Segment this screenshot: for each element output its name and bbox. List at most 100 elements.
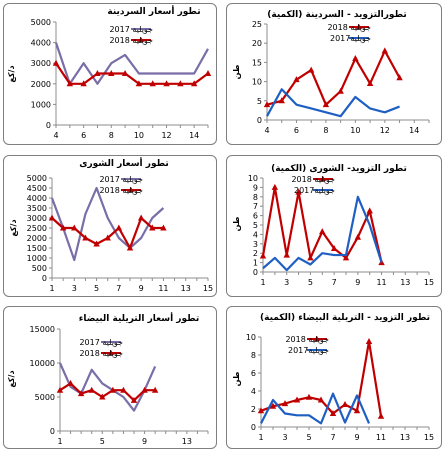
chart-panel-sardine-price: تطور أسعار السردينة د/كغ 0 1000 2000 3000 4000… [3, 3, 217, 145]
data-point-triangle [396, 74, 403, 81]
y-tick-label: 0 [42, 274, 47, 283]
series-line [260, 392, 371, 425]
x-tick-label: 6 [81, 131, 86, 140]
chart-trilia-price: تطور أسعار التريلية البيضاء د/كغ 0 5000 1000… [7, 312, 209, 446]
x-tick-label: 3 [72, 284, 77, 293]
y-tick-label: 10 [246, 333, 256, 342]
y-tick-label: 5 [253, 221, 258, 230]
data-point-triangle [317, 396, 325, 403]
data-point-triangle [93, 240, 100, 247]
chart-panel-shoura-supply: تطور التزويد- الشورى (الكمية) طن 0 1 2 3 4 5 6 7 8… [226, 155, 442, 297]
data-point-triangle [293, 396, 301, 403]
legend-label: جويلية2017 [330, 34, 371, 43]
data-point-triangle [342, 254, 350, 261]
y-tick-label: 8 [251, 351, 256, 360]
legend-label: جويلية 2018 [99, 186, 143, 195]
x-tick-label: 4 [53, 131, 58, 140]
x-tick-label: 9 [139, 284, 144, 293]
legend-marker [356, 24, 362, 29]
legend-marker [314, 336, 320, 341]
data-point-triangle [307, 254, 314, 261]
y-tick-label: 500 [32, 264, 47, 273]
data-point-triangle [293, 76, 300, 83]
x-tick-label: 13 [400, 433, 410, 442]
x-tick-label: 3 [284, 278, 289, 287]
x-tick-label: 7 [116, 284, 121, 293]
y-tick-label: 0 [46, 121, 51, 130]
y-axis-label: طن [232, 372, 241, 387]
data-point-triangle [67, 379, 74, 386]
data-point-triangle [82, 234, 89, 241]
y-tick-label: 0 [50, 427, 55, 436]
data-point-triangle [307, 66, 315, 73]
y-axis-label: د/كغ [7, 370, 16, 387]
x-tick-label: 6 [294, 126, 299, 135]
legend-marker [128, 187, 134, 192]
series-line [54, 42, 209, 85]
data-point-triangle [59, 224, 67, 231]
y-tick-label: 5000 [35, 393, 55, 402]
y-tick-label: 7 [253, 202, 258, 211]
y-axis-label: د/كغ [7, 65, 16, 82]
x-tick-label: 9 [355, 278, 360, 287]
data-point-triangle [94, 70, 101, 76]
chart-title: تطور أسعار السردينة [107, 5, 200, 17]
data-point-triangle [204, 70, 212, 76]
data-point-triangle [99, 393, 106, 400]
y-tick-label: 9 [253, 183, 258, 192]
data-point-triangle [104, 234, 111, 241]
data-point-triangle [149, 224, 156, 231]
legend-label: جويلية 2017 [79, 338, 123, 347]
data-point-triangle [354, 233, 362, 240]
chart-panel-sardine-supply: تطورالتزويد - السردينة (الكمية) طن 0 5 10 15 2… [226, 3, 442, 145]
x-tick-label: 12 [161, 131, 171, 140]
series-line [261, 186, 383, 263]
x-tick-label: 15 [424, 278, 434, 287]
data-point-triangle [126, 244, 134, 251]
x-tick-label: 5 [94, 284, 99, 293]
data-point-triangle [366, 80, 374, 87]
data-point-triangle [71, 224, 78, 231]
x-tick-label: 14 [409, 126, 419, 135]
y-tick-label: 8 [253, 193, 258, 202]
y-tick-label: 2000 [31, 80, 51, 89]
x-tick-label: 9 [354, 433, 359, 442]
y-tick-label: 10 [252, 78, 262, 87]
y-axis-label: طن [232, 65, 241, 80]
x-tick-label: 12 [380, 126, 390, 135]
chart-sardine-price: تطور أسعار السردينة د/كغ 0 1000 2000 3000 4000… [7, 5, 212, 140]
legend-label: جويلية 2017 [99, 175, 143, 184]
data-point-triangle [319, 228, 326, 235]
data-point-triangle [120, 386, 127, 393]
legend-label: جويلية 2018 [327, 23, 371, 32]
chart-trilia-supply: تطور التزويد - التريلية البيضاء (الكمية)… [232, 313, 434, 442]
data-point-triangle [377, 412, 385, 419]
data-point-triangle [190, 80, 198, 87]
x-tick-label: 8 [323, 126, 328, 135]
y-tick-label: 2500 [27, 224, 47, 233]
data-point-triangle [48, 214, 56, 221]
y-tick-label: 2000 [27, 234, 47, 243]
data-point-triangle [353, 407, 361, 414]
series-line [266, 88, 400, 118]
y-tick-label: 5000 [27, 174, 47, 183]
data-point-triangle [151, 386, 159, 393]
data-point-triangle [130, 396, 138, 403]
x-tick-label: 1 [258, 433, 263, 442]
data-point-triangle [341, 401, 349, 407]
y-tick-label: 20 [252, 39, 262, 48]
series-line [262, 195, 383, 272]
data-point-triangle [115, 224, 123, 231]
data-point-triangle [137, 214, 145, 221]
x-tick-label: 4 [264, 126, 269, 135]
data-point-triangle [381, 47, 389, 54]
y-tick-label: 4500 [27, 184, 47, 193]
legend-marker [138, 37, 144, 42]
legend-label: جويلية 2018 [285, 335, 329, 344]
data-point-triangle [281, 400, 289, 407]
y-tick-label: 6 [253, 212, 258, 221]
x-tick-label: 5 [306, 433, 311, 442]
chart-sardine-supply: تطورالتزويد - السردينة (الكمية) طن 0 5 10 15 2… [232, 10, 430, 135]
y-axis-label: د/كغ [9, 219, 18, 236]
data-point-triangle [337, 87, 344, 94]
